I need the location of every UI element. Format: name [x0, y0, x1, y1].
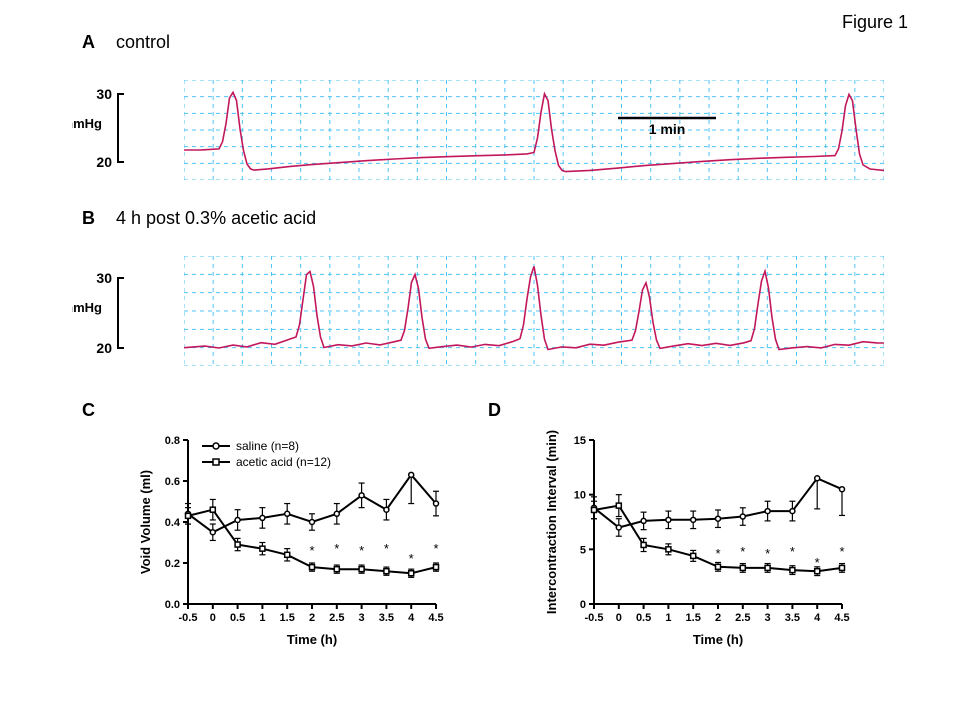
legend-label-acetic: acetic acid (n=12) [236, 455, 331, 469]
svg-text:-0.5: -0.5 [585, 612, 604, 624]
legend-label-saline: saline (n=8) [236, 439, 299, 453]
svg-text:Intercontraction Interval (min: Intercontraction Interval (min) [544, 430, 559, 614]
svg-text:0.5: 0.5 [636, 612, 651, 624]
svg-text:4.5: 4.5 [834, 612, 849, 624]
svg-text:*: * [839, 544, 844, 559]
svg-text:1.5: 1.5 [280, 612, 295, 624]
svg-text:*: * [433, 541, 438, 556]
svg-text:0: 0 [580, 599, 586, 611]
svg-text:0: 0 [210, 612, 216, 624]
svg-text:20: 20 [96, 340, 112, 356]
svg-text:4: 4 [408, 612, 415, 624]
svg-text:2.5: 2.5 [735, 612, 750, 624]
svg-text:*: * [309, 543, 314, 558]
svg-text:4: 4 [814, 612, 821, 624]
svg-text:1.5: 1.5 [686, 612, 701, 624]
svg-text:0.2: 0.2 [165, 558, 180, 570]
svg-text:20: 20 [96, 154, 112, 170]
svg-text:mmHg: mmHg [72, 300, 102, 315]
svg-text:3.5: 3.5 [785, 612, 800, 624]
svg-text:0.6: 0.6 [165, 476, 180, 488]
svg-text:*: * [765, 546, 770, 561]
svg-text:*: * [334, 541, 339, 556]
panel-d-plot: 051015-0.500.511.522.533.544.5Time (h)In… [542, 430, 852, 650]
svg-text:*: * [740, 544, 745, 559]
svg-text:1: 1 [665, 612, 671, 624]
svg-text:-0.5: -0.5 [179, 612, 198, 624]
panel-b-letter: B [82, 208, 95, 229]
panel-d-letter: D [488, 400, 501, 421]
legend-item-acetic: acetic acid (n=12) [202, 454, 331, 470]
svg-text:*: * [715, 546, 720, 561]
svg-text:*: * [359, 543, 364, 558]
panel-b-yscale: 30 20 mmHg [72, 256, 132, 366]
svg-text:0: 0 [616, 612, 622, 624]
legend-item-saline: saline (n=8) [202, 438, 331, 454]
panel-c-legend: saline (n=8) acetic acid (n=12) [202, 438, 331, 470]
svg-text:30: 30 [96, 270, 112, 286]
svg-text:30: 30 [96, 86, 112, 102]
svg-text:*: * [815, 555, 820, 570]
svg-text:3.5: 3.5 [379, 612, 394, 624]
svg-text:*: * [790, 544, 795, 559]
svg-text:3: 3 [359, 612, 365, 624]
svg-text:15: 15 [574, 435, 586, 447]
svg-text:2: 2 [715, 612, 721, 624]
panel-b-title: 4 h post 0.3% acetic acid [116, 208, 316, 229]
legend-marker-saline [202, 440, 230, 452]
svg-text:1: 1 [259, 612, 265, 624]
svg-text:*: * [409, 551, 414, 566]
panel-b-trace [184, 256, 884, 366]
panel-a-letter: A [82, 32, 95, 53]
figure-label: Figure 1 [842, 12, 908, 33]
svg-text:3: 3 [765, 612, 771, 624]
svg-text:0.8: 0.8 [165, 435, 180, 447]
svg-text:mmHg: mmHg [72, 116, 102, 131]
figure-1: Figure 1 A control 3020mmHg 1 min B 4 h … [0, 0, 960, 720]
svg-text:5: 5 [580, 544, 586, 556]
svg-text:0.4: 0.4 [165, 517, 181, 529]
svg-text:Void Volume (ml): Void Volume (ml) [138, 470, 153, 574]
panel-a-yscale: 30 20 mmHg [72, 80, 132, 180]
panel-c-letter: C [82, 400, 95, 421]
svg-text:Time (h): Time (h) [693, 632, 743, 647]
svg-text:2: 2 [309, 612, 315, 624]
svg-text:4.5: 4.5 [428, 612, 443, 624]
svg-text:0.0: 0.0 [165, 599, 180, 611]
svg-text:1 min: 1 min [649, 121, 686, 137]
svg-text:Time (h): Time (h) [287, 632, 337, 647]
panel-a-trace: 1 min [184, 80, 884, 180]
svg-text:10: 10 [574, 490, 586, 502]
svg-text:0.5: 0.5 [230, 612, 245, 624]
svg-text:2.5: 2.5 [329, 612, 344, 624]
panel-a-title: control [116, 32, 170, 53]
svg-text:*: * [384, 541, 389, 556]
legend-marker-acetic [202, 456, 230, 468]
